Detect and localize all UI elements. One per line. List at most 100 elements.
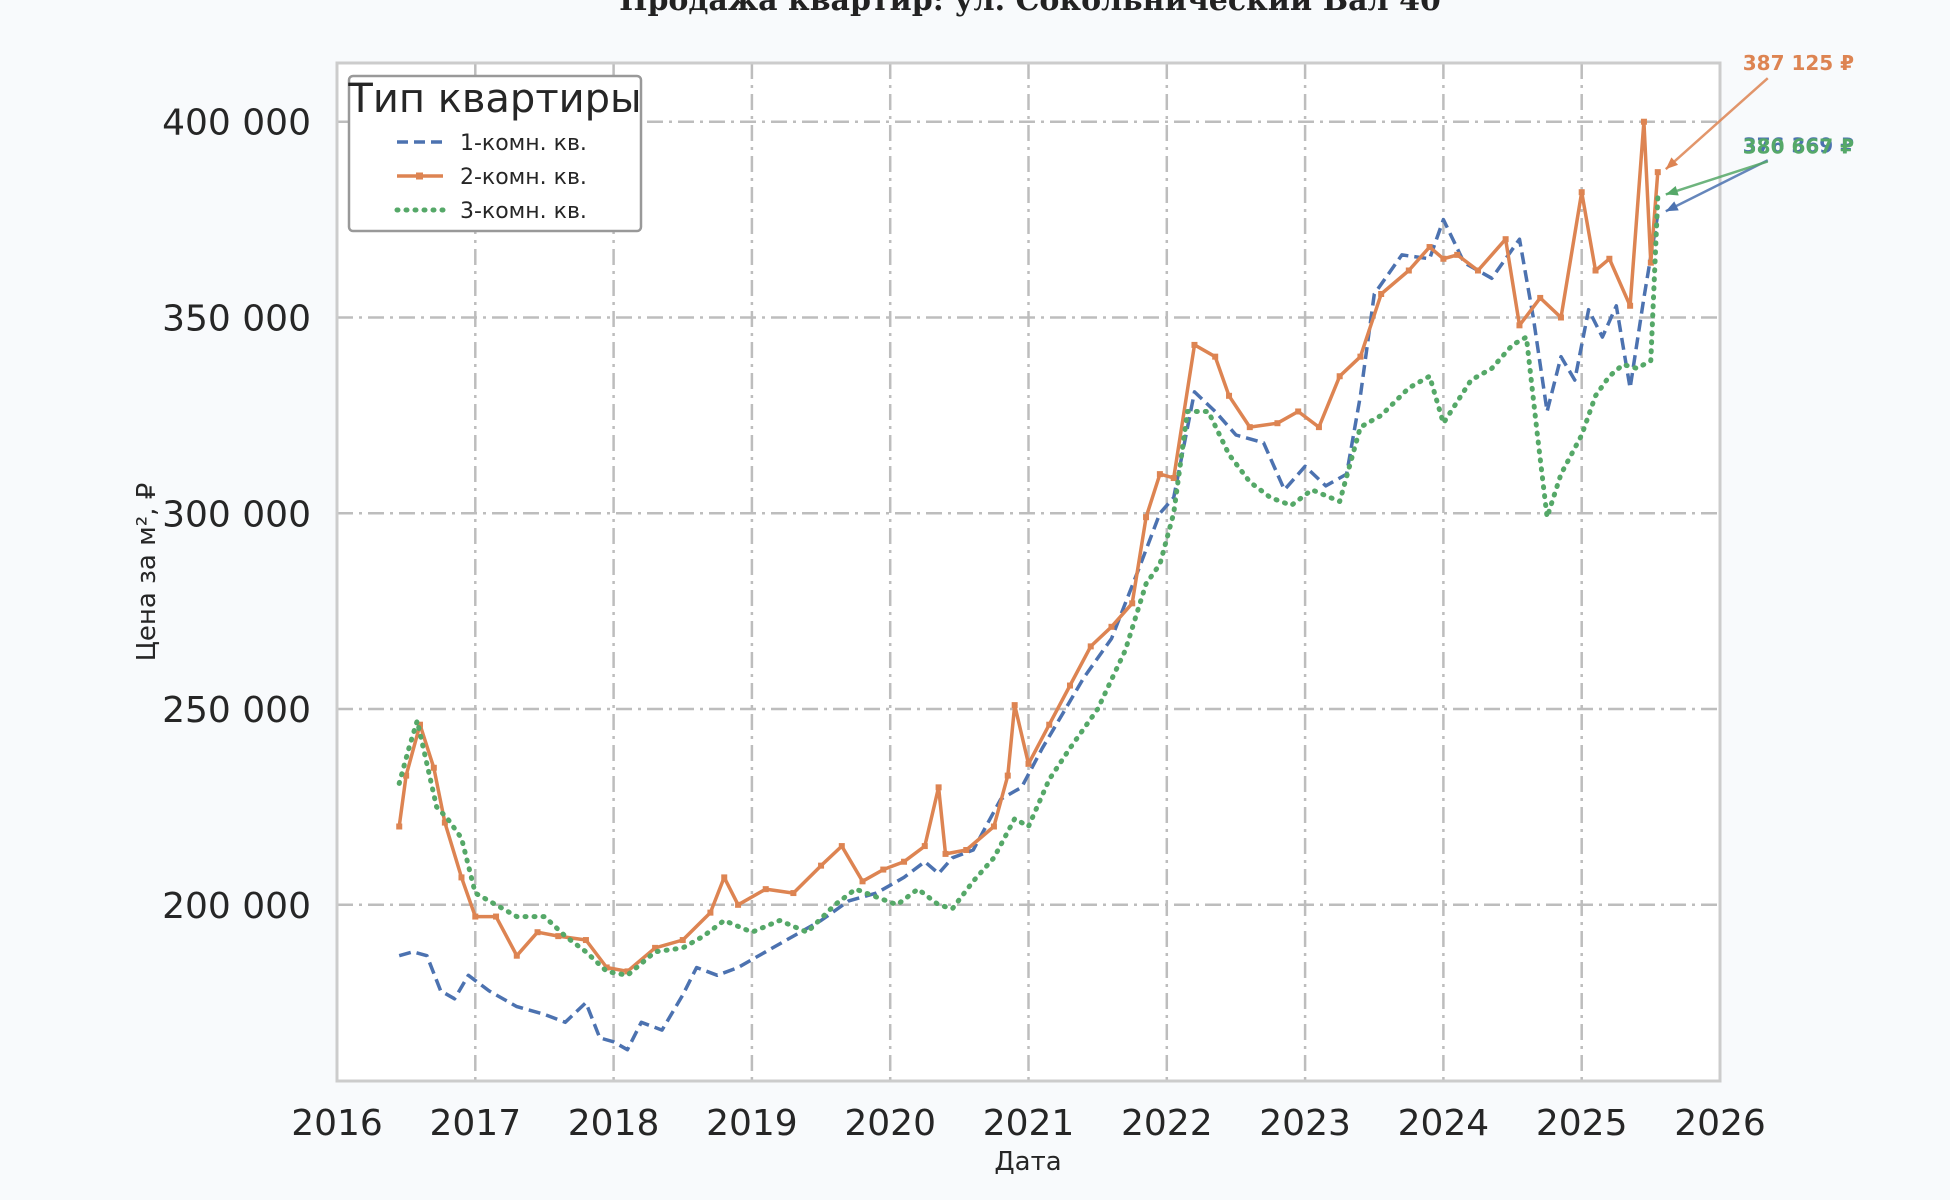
data-point bbox=[1654, 169, 1661, 176]
data-point bbox=[1454, 251, 1461, 258]
y-axis-label: Цена за м², ₽ bbox=[132, 483, 162, 662]
x-tick-label: 2017 bbox=[429, 1103, 521, 1144]
data-point bbox=[859, 878, 866, 885]
x-tick-label: 2018 bbox=[568, 1103, 660, 1144]
data-point bbox=[652, 944, 659, 951]
data-point bbox=[762, 886, 769, 893]
data-point bbox=[396, 823, 403, 830]
legend-item-3: 3-комн. кв. bbox=[394, 199, 587, 224]
data-point bbox=[416, 721, 423, 728]
y-tick-label: 400 000 bbox=[162, 103, 311, 144]
data-point bbox=[1606, 255, 1613, 262]
x-tick-label: 2026 bbox=[1674, 1103, 1766, 1144]
data-point bbox=[1170, 475, 1177, 482]
x-tick-label: 2019 bbox=[706, 1103, 798, 1144]
data-point bbox=[921, 843, 928, 850]
data-point bbox=[963, 846, 970, 853]
x-tick-label: 2023 bbox=[1259, 1103, 1351, 1144]
data-point bbox=[1025, 760, 1032, 767]
data-point bbox=[441, 819, 448, 826]
series-layer bbox=[396, 118, 1661, 1052]
data-point bbox=[1004, 772, 1011, 779]
annotation-label: 387 125 ₽ bbox=[1743, 51, 1854, 75]
data-point bbox=[1440, 255, 1447, 262]
data-point bbox=[603, 964, 610, 971]
data-point bbox=[818, 862, 825, 869]
series-line bbox=[398, 214, 1660, 1052]
data-point bbox=[1226, 392, 1233, 399]
data-point bbox=[624, 968, 631, 975]
data-point bbox=[1578, 189, 1585, 196]
data-point bbox=[790, 890, 797, 897]
legend-items: 1-комн. кв. 2-комн. кв. 3-комн. кв. bbox=[394, 131, 587, 224]
data-point bbox=[1156, 471, 1163, 478]
series-line bbox=[396, 194, 1661, 978]
data-point bbox=[430, 764, 437, 771]
data-point bbox=[942, 850, 949, 857]
annotation-arrow bbox=[1665, 160, 1769, 196]
data-point bbox=[679, 937, 686, 944]
x-tick-label: 2024 bbox=[1398, 1103, 1490, 1144]
y-tick-label: 300 000 bbox=[162, 494, 311, 535]
data-point bbox=[1647, 259, 1654, 266]
data-point bbox=[1336, 373, 1343, 380]
data-point bbox=[1405, 267, 1412, 274]
annotation-label: 376 369 ₽ bbox=[1743, 133, 1854, 157]
series-1 bbox=[398, 214, 1660, 1052]
data-point bbox=[707, 909, 714, 916]
data-point bbox=[1592, 267, 1599, 274]
legend-label: 3-комн. кв. bbox=[460, 199, 587, 224]
y-tick-label: 350 000 bbox=[162, 299, 311, 340]
data-point bbox=[1212, 353, 1219, 360]
data-point bbox=[1108, 623, 1115, 630]
plot-area bbox=[335, 61, 1722, 1083]
data-point bbox=[1274, 420, 1281, 427]
y-tick-label: 250 000 bbox=[162, 690, 311, 731]
series-3 bbox=[396, 194, 1661, 978]
data-point bbox=[1066, 682, 1073, 689]
data-point bbox=[1011, 702, 1018, 709]
series-line bbox=[397, 119, 1660, 974]
x-tick-label: 2021 bbox=[983, 1103, 1075, 1144]
legend-marker bbox=[416, 172, 423, 180]
x-tick-label: 2022 bbox=[1121, 1103, 1213, 1144]
annotation-label: 380 667 ₽ bbox=[1743, 134, 1854, 158]
data-point bbox=[458, 874, 465, 881]
data-point bbox=[935, 784, 942, 791]
annotation-arrowhead bbox=[1665, 185, 1679, 196]
data-point bbox=[1474, 267, 1481, 274]
x-axis-ticks: 2016 2017 2018 2019 2020 2021 2022 2023 2024 2025… bbox=[291, 1103, 1766, 1144]
data-point bbox=[472, 913, 479, 920]
data-point bbox=[838, 843, 845, 850]
data-point bbox=[1191, 341, 1198, 348]
data-point bbox=[1502, 236, 1509, 243]
grid-lines bbox=[337, 63, 1720, 1081]
data-point bbox=[1378, 291, 1385, 298]
annotation-arrow bbox=[1665, 159, 1769, 213]
data-point bbox=[1627, 302, 1634, 309]
data-point bbox=[555, 933, 562, 940]
data-point bbox=[493, 913, 500, 920]
data-point bbox=[403, 772, 410, 779]
legend-label: 2-комн. кв. bbox=[460, 165, 587, 190]
series-2 bbox=[396, 118, 1661, 975]
data-point bbox=[1357, 353, 1364, 360]
legend-label: 1-комн. кв. bbox=[460, 131, 587, 156]
data-point bbox=[534, 929, 541, 936]
annotation-arrow bbox=[1664, 77, 1769, 171]
x-tick-label: 2020 bbox=[844, 1103, 936, 1144]
y-axis-ticks: 200 000 250 000 300 000 350 000 400 000 bbox=[162, 103, 311, 927]
legend-box bbox=[347, 74, 643, 233]
data-point bbox=[1557, 314, 1564, 321]
data-point bbox=[990, 823, 997, 830]
data-point bbox=[1129, 600, 1136, 607]
x-axis-label: Дата bbox=[994, 1147, 1061, 1177]
data-point bbox=[1246, 424, 1253, 431]
legend-title: Тип квартиры bbox=[347, 76, 641, 122]
data-point bbox=[513, 952, 520, 959]
data-point bbox=[735, 901, 742, 908]
data-point bbox=[901, 858, 908, 865]
data-point bbox=[721, 874, 728, 881]
data-point bbox=[1537, 294, 1544, 301]
